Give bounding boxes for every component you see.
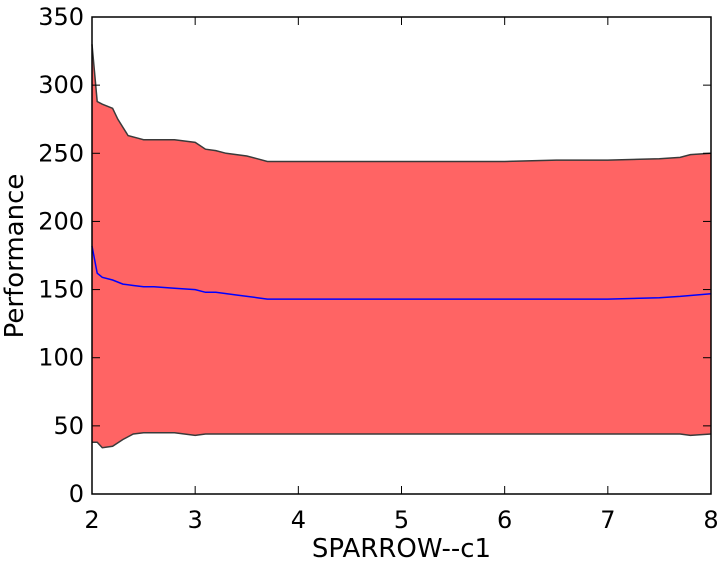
axis-ticks xyxy=(91,16,712,495)
axis-tick-labels: 2 3 4 5 6 7 8 0 50 100 150 200 250 300 350 xyxy=(38,3,718,534)
y-tick-label: 0 xyxy=(69,480,84,508)
y-tick-label: 250 xyxy=(38,139,84,167)
x-tick-label: 4 xyxy=(291,506,306,534)
x-tick-label: 2 xyxy=(84,506,99,534)
y-tick-label: 200 xyxy=(38,207,84,235)
performance-band xyxy=(92,44,711,448)
y-tick-label: 150 xyxy=(38,276,84,304)
y-tick-label: 350 xyxy=(38,3,84,31)
upper-bound-line xyxy=(91,44,712,163)
y-tick-label: 100 xyxy=(38,344,84,372)
y-tick-label: 300 xyxy=(38,71,84,99)
y-axis-label: Performance xyxy=(0,174,30,339)
plot-area xyxy=(91,44,712,449)
x-tick-label: 8 xyxy=(703,506,718,534)
lower-bound-line xyxy=(92,431,712,449)
x-tick-label: 3 xyxy=(188,506,203,534)
x-tick-label: 6 xyxy=(497,506,512,534)
y-tick-label: 50 xyxy=(53,412,84,440)
x-tick-label: 7 xyxy=(600,506,615,534)
x-axis-label: SPARROW--c1 xyxy=(312,534,491,564)
x-tick-label: 5 xyxy=(394,506,409,534)
mean-line xyxy=(91,245,712,300)
